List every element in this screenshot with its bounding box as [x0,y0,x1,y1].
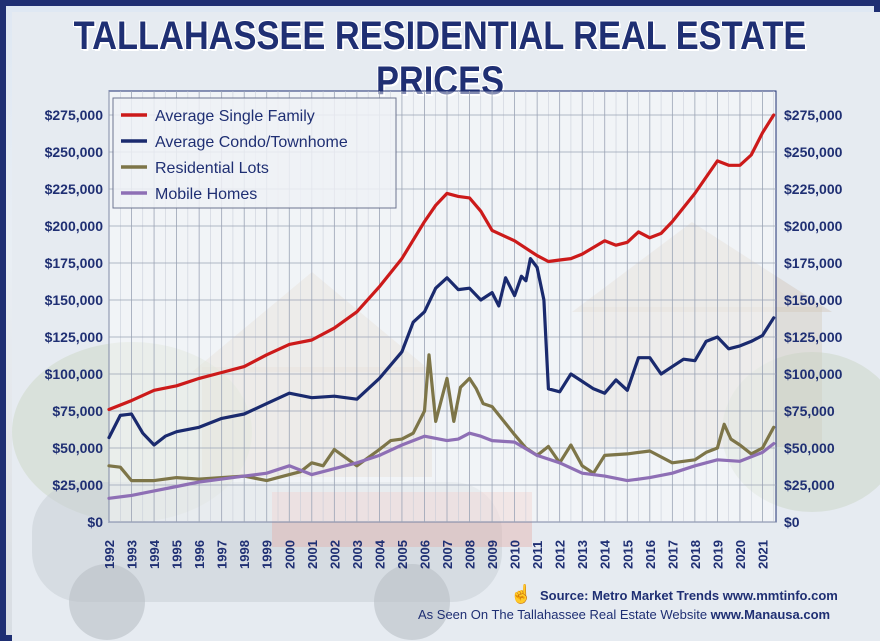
y-tick-label-right: $175,000 [784,255,843,271]
x-tick-label: 2001 [305,540,320,569]
x-tick-label: 2010 [508,540,523,569]
legend-label: Mobile Homes [155,186,257,203]
y-tick-label-left: $275,000 [45,107,104,123]
x-tick-label: 1998 [237,540,252,569]
x-tick-label: 1993 [125,540,140,569]
legend-box [112,97,397,209]
y-tick-label-right: $225,000 [784,181,843,197]
x-tick-label: 2005 [395,540,410,569]
y-tick-label-right: $0 [784,514,800,530]
x-tick-label: 2017 [665,540,680,569]
y-tick-label-left: $125,000 [45,329,104,345]
x-tick-label: 2003 [350,540,365,569]
seen-on-url[interactable]: www.Manausa.com [710,607,831,622]
y-tick-label-left: $200,000 [45,218,104,234]
y-tick-label-left: $75,000 [52,403,103,419]
y-tick-label-right: $75,000 [784,403,835,419]
x-tick-label: 1996 [192,540,207,569]
legend-label: Average Condo/Townhome [155,134,348,151]
x-tick-label: 2019 [710,540,725,569]
y-tick-label-left: $0 [87,514,103,530]
y-tick-label-right: $100,000 [784,366,843,382]
x-tick-label: 1992 [102,540,117,569]
x-tick-label: 1995 [170,540,185,569]
x-tick-label: 2018 [688,540,703,569]
y-tick-label-left: $100,000 [45,366,104,382]
y-tick-label-left: $50,000 [52,440,103,456]
x-tick-label: 2015 [620,540,635,569]
x-tick-label: 2006 [417,540,432,569]
x-tick-label: 1994 [147,539,162,569]
x-tick-label: 2007 [440,540,455,569]
x-tick-label: 2020 [733,540,748,569]
series-line [107,113,776,412]
x-tick-label: 2008 [463,540,478,569]
x-tick-label: 2011 [530,541,545,569]
y-tick-label-right: $150,000 [784,292,843,308]
chart-title: TALLAHASSEE RESIDENTIAL REAL ESTATE PRIC… [73,14,807,103]
seen-on-prefix: As Seen On The Tallahassee Real Estate W… [418,607,711,622]
x-tick-label: 2012 [553,540,568,569]
y-tick-label-right: $200,000 [784,218,843,234]
x-tick-label: 2002 [327,540,342,569]
x-tick-label: 1997 [215,540,230,569]
x-tick-label: 2013 [575,540,590,569]
x-tick-label: 2016 [643,540,658,569]
y-tick-label-right: $125,000 [784,329,843,345]
hand-pointer-icon: ☝ [510,584,533,604]
y-tick-label-left: $175,000 [45,255,104,271]
series-line [107,257,776,447]
y-tick-label-left: $25,000 [52,477,103,493]
series-line [107,353,776,483]
y-tick-label-right: $275,000 [784,107,843,123]
seen-on-text: As Seen On The Tallahassee Real Estate W… [418,607,830,622]
legend-label: Residential Lots [155,160,269,177]
y-tick-label-right: $25,000 [784,477,835,493]
x-tick-label: 2000 [282,540,297,569]
y-tick-label-left: $250,000 [45,144,104,160]
source-text: Source: Metro Market Trends www.mmtinfo.… [540,588,838,603]
y-tick-label-right: $50,000 [784,440,835,456]
series-line [107,431,776,500]
x-tick-label: 2009 [485,540,500,569]
y-tick-label-right: $250,000 [784,144,843,160]
x-tick-label: 2014 [598,539,613,569]
y-tick-label-left: $150,000 [45,292,104,308]
x-tick-label: 2021 [755,540,770,569]
legend-label: Average Single Family [155,108,315,125]
y-tick-label-left: $225,000 [45,181,104,197]
x-tick-label: 2004 [372,539,387,569]
x-tick-label: 1999 [260,540,275,569]
